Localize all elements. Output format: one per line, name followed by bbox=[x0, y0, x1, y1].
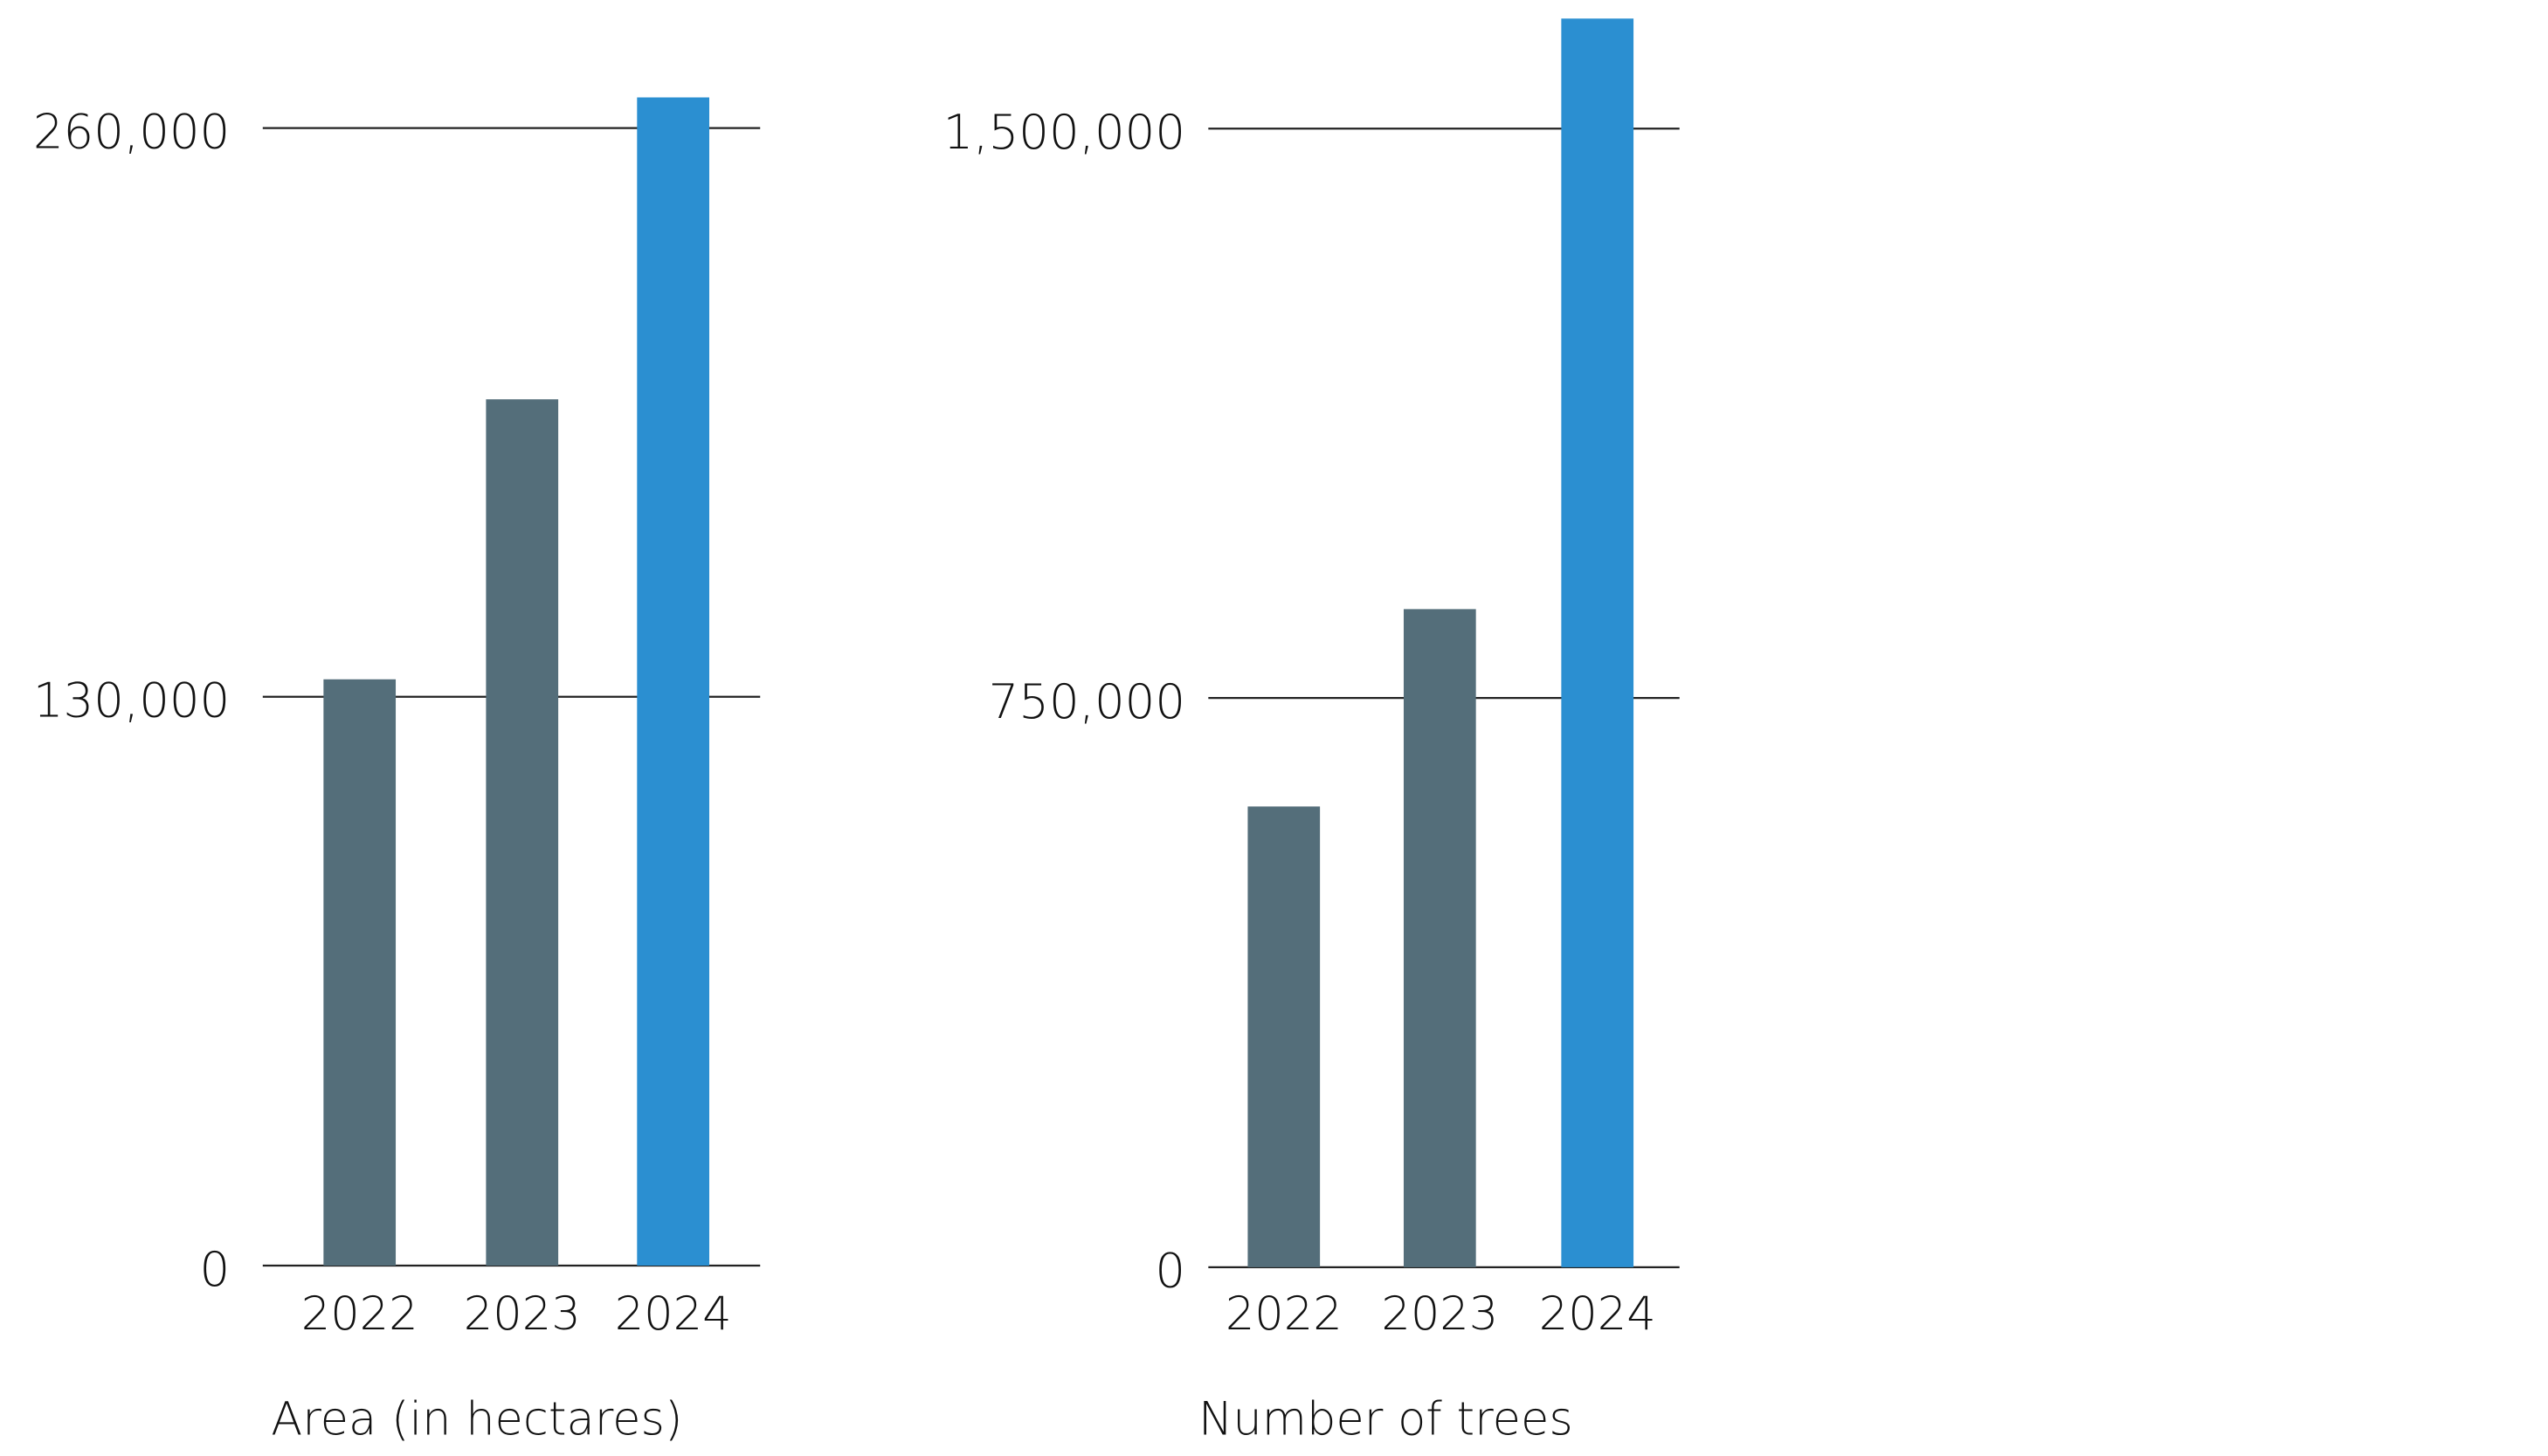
x-axis-title: Number of trees bbox=[1198, 1392, 1573, 1446]
x-tick-label: 2022 bbox=[301, 1287, 418, 1341]
y-tick-label: 0 bbox=[200, 1241, 231, 1297]
bar bbox=[637, 97, 709, 1266]
x-tick-label: 2024 bbox=[615, 1287, 732, 1341]
x-tick-label: 2023 bbox=[464, 1287, 581, 1341]
y-tick-label: 0 bbox=[1155, 1243, 1185, 1299]
x-axis-title: Area (in hectares) bbox=[271, 1392, 682, 1446]
bar bbox=[486, 399, 559, 1266]
y-tick-label: 260,000 bbox=[33, 103, 230, 159]
y-tick-label: 750,000 bbox=[989, 673, 1185, 729]
x-tick-label: 2024 bbox=[1539, 1287, 1656, 1341]
y-tick-label: 130,000 bbox=[33, 673, 230, 728]
x-tick-label: 2022 bbox=[1226, 1287, 1343, 1341]
y-tick-label: 1,500,000 bbox=[943, 104, 1185, 160]
bar bbox=[1247, 806, 1321, 1267]
bar bbox=[323, 679, 397, 1266]
bar bbox=[1403, 609, 1476, 1267]
bar bbox=[1561, 18, 1634, 1267]
x-tick-label: 2023 bbox=[1381, 1287, 1498, 1341]
